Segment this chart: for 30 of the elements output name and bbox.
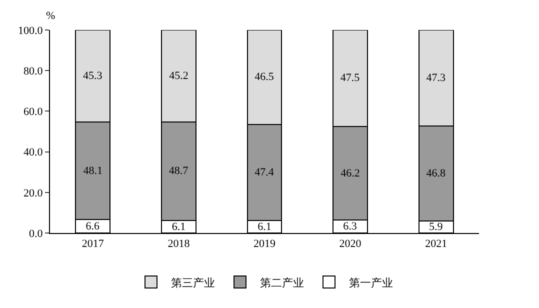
y-tick-label: 40.0 [24, 146, 44, 159]
y-tick-label: 0.0 [29, 228, 44, 240]
y-axis-title: % [46, 10, 56, 22]
x-tick-label: 2019 [254, 238, 276, 250]
data-label: 5.9 [428, 221, 444, 234]
y-tick-label: 60.0 [24, 106, 44, 118]
x-tick-label: 2020 [339, 238, 362, 250]
legend-label: 第一产业 [349, 276, 393, 290]
data-label: 45.2 [169, 70, 188, 82]
data-label: 6.1 [258, 220, 272, 233]
x-tick-label: 2021 [425, 238, 448, 250]
x-tick-label: 2017 [82, 238, 104, 250]
data-label: 46.8 [426, 168, 446, 180]
legend-label: 第三产业 [171, 276, 215, 290]
data-label: 46.2 [340, 167, 360, 180]
data-label: 6.1 [172, 220, 186, 233]
data-label: 45.3 [83, 70, 103, 82]
y-tick-label: 20.0 [24, 187, 44, 200]
data-label: 47.3 [426, 72, 446, 84]
data-label: 48.7 [168, 165, 189, 178]
data-label: 47.5 [340, 72, 360, 84]
data-label: 48.1 [83, 164, 103, 177]
y-tick-label: 100.0 [18, 24, 44, 37]
y-tick-label: 80.0 [24, 65, 44, 78]
legend-label: 第二产业 [260, 276, 304, 290]
data-label: 47.4 [254, 166, 274, 179]
data-label: 6.6 [86, 220, 100, 232]
data-label: 46.5 [254, 71, 274, 84]
x-tick-label: 2018 [168, 238, 190, 250]
data-label: 6.3 [343, 220, 358, 233]
